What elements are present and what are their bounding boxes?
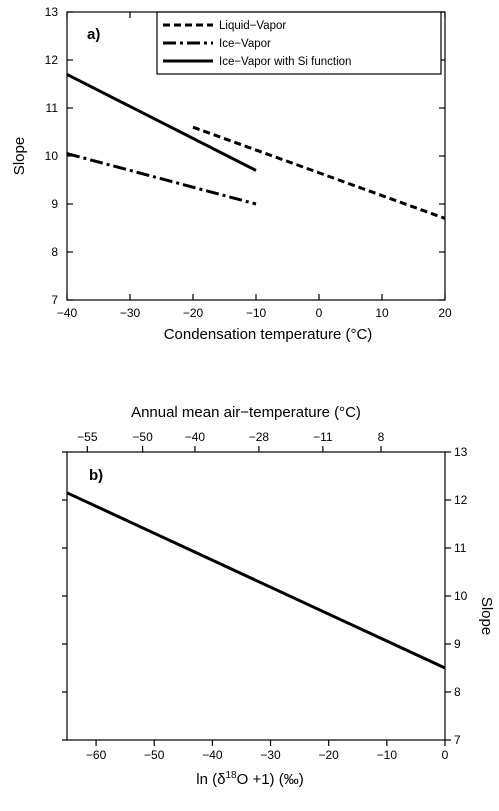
top-x-tick-label: 8: [378, 430, 385, 444]
y-tick-label: 13: [45, 5, 59, 19]
x-tick-label: 10: [375, 306, 389, 320]
panel-a-legend: Liquid−Vapor Ice−Vapor Ice−Vapor with Si f…: [156, 11, 442, 75]
x-tick-label: −20: [319, 748, 340, 762]
x-axis-label-superscript: 18: [225, 770, 237, 781]
panel-a-label: a): [87, 26, 100, 43]
y-tick-label: 7: [51, 293, 58, 307]
y-tick-label: 12: [45, 53, 59, 67]
x-tick-label: −40: [202, 748, 223, 762]
y-tick-label: 9: [51, 197, 58, 211]
top-x-tick-label: −40: [185, 430, 206, 444]
x-axis-label-part-1: ln (δ: [196, 771, 225, 788]
top-x-tick-label: −11: [313, 430, 333, 444]
x-tick-label: −20: [183, 306, 204, 320]
x-tick-label: −60: [86, 748, 107, 762]
x-axis-label-part-2: O +1) (‰): [237, 771, 304, 788]
x-tick-label: −30: [120, 306, 141, 320]
series-line-1: [66, 491, 446, 670]
panel-b-series: [66, 491, 446, 670]
y-tick-label: 10: [454, 589, 468, 603]
y-tick-label: 8: [51, 245, 58, 259]
y-tick-label: 13: [454, 445, 468, 459]
legend-label-1: Liquid−Vapor: [219, 20, 286, 32]
top-x-tick-label: −55: [77, 430, 98, 444]
x-tick-label: −30: [260, 748, 281, 762]
panel-a-x-axis-label: Condensation temperature (°C): [164, 326, 373, 343]
y-tick-label: 11: [454, 541, 467, 555]
panel-b-chart: −60 −50 −40 −30 −20 −10 07 8 9 10 11 12 13 −55 −50 −40 −…: [62, 404, 495, 788]
series-line-2: [66, 152, 257, 206]
x-tick-label: 20: [438, 306, 452, 320]
top-x-tick-label: −28: [249, 430, 270, 444]
x-tick-label: 0: [316, 306, 323, 320]
top-x-tick-label: −50: [132, 430, 153, 444]
panel-a-chart: −40 −30 −20 −10 0 10 20 7 8 9 10 11 12 13 a) Condensa…: [11, 5, 452, 343]
panel-a-y-axis-label: Slope: [11, 137, 28, 175]
panel-b-label: b): [89, 467, 103, 484]
y-tick-label: 8: [454, 685, 461, 699]
y-tick-label: 7: [454, 733, 461, 747]
panel-b-y-axis-label: Slope: [478, 597, 495, 635]
legend-label-2: Ice−Vapor: [219, 38, 271, 50]
panel-b-ticks: −60 −50 −40 −30 −20 −10 07 8 9 10 11 12 13 −55 −50 −40 −…: [62, 430, 468, 762]
panel-a-series: [66, 73, 446, 220]
y-tick-label: 11: [46, 101, 59, 115]
panel-b-x-axis-label: ln (δ18O +1) (‰): [196, 770, 303, 788]
y-tick-label: 12: [454, 493, 468, 507]
x-tick-label: −50: [144, 748, 165, 762]
series-line-1: [192, 125, 446, 220]
series-line-3: [66, 73, 257, 172]
panel-b-top-x-axis-label: Annual mean air−temperature (°C): [131, 404, 361, 421]
x-tick-label: −10: [246, 306, 267, 320]
legend-label-3: Ice−Vapor with Si function: [219, 56, 351, 68]
y-tick-label: 10: [45, 149, 59, 163]
x-tick-label: 0: [442, 748, 449, 762]
panel-a-ticks: −40 −30 −20 −10 0 10 20 7 8 9 10 11 12 13: [45, 5, 452, 320]
x-tick-label: −40: [57, 306, 78, 320]
panel-b-plot-frame: [66, 451, 446, 741]
y-tick-label: 9: [454, 637, 461, 651]
x-tick-label: −10: [377, 748, 398, 762]
